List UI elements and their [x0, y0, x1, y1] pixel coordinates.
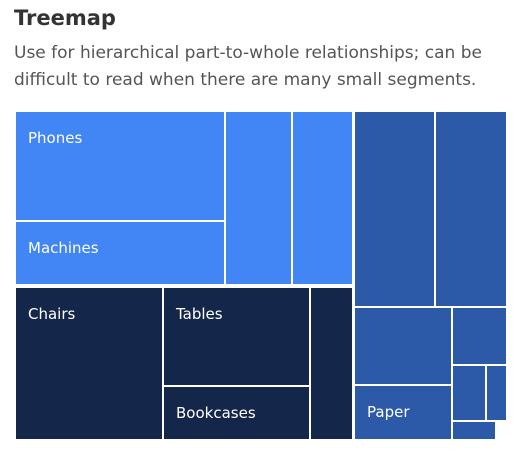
treemap-tile-phones[interactable]	[14, 110, 226, 222]
treemap-tile-office-supplies-8[interactable]	[451, 420, 497, 441]
treemap-tile-bookcases[interactable]	[162, 385, 311, 441]
tile-label-bookcases: Bookcases	[176, 404, 256, 422]
chart-subtitle: Use for hierarchical part-to-whole relat…	[14, 43, 482, 90]
tile-label-phones: Phones	[28, 129, 82, 147]
treemap-group-technology: Phones Machines	[14, 110, 354, 286]
tile-label-chairs: Chairs	[28, 305, 76, 323]
treemap-tile-furniture-4[interactable]	[309, 286, 354, 441]
tile-label-tables: Tables	[175, 305, 223, 323]
tile-label-paper: Paper	[367, 403, 410, 421]
treemap-tile-office-supplies-2[interactable]	[434, 110, 508, 308]
treemap-tile-tables[interactable]	[162, 286, 311, 387]
treemap-tile-office-supplies-4[interactable]	[451, 306, 508, 366]
treemap-tile-office-supplies-7[interactable]	[485, 364, 508, 422]
treemap-tile-chairs[interactable]	[14, 286, 164, 441]
treemap-tile-office-supplies-1[interactable]	[353, 110, 436, 308]
treemap-group-office-supplies: Paper	[353, 110, 508, 441]
treemap-tile-technology-4[interactable]	[291, 110, 354, 286]
treemap-tile-machines[interactable]	[14, 220, 226, 286]
chart-title: Treemap	[14, 6, 116, 30]
treemap-group-furniture: Chairs Tables Bookcases	[14, 286, 354, 441]
treemap-tile-office-supplies-6[interactable]	[451, 364, 487, 422]
tile-label-machines: Machines	[28, 239, 99, 257]
treemap-tile-technology-3[interactable]	[224, 110, 293, 286]
treemap-tile-office-supplies-3[interactable]	[353, 306, 453, 386]
